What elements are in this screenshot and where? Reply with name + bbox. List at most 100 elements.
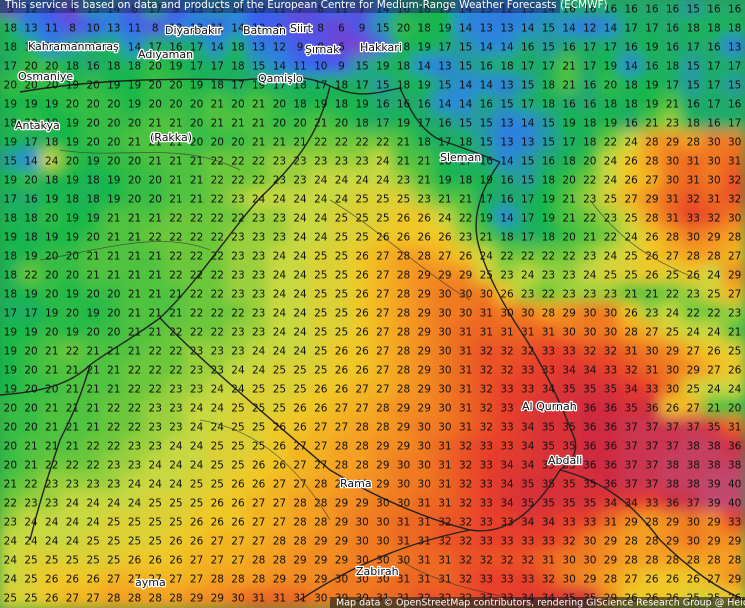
temperature-cell: [18, 340, 44, 363]
temperature-cell: [101, 245, 127, 268]
temperature-cell: [142, 340, 168, 363]
temperature-value: 18: [335, 80, 348, 92]
temperature-value: 32: [480, 384, 493, 396]
temperature-cell: [225, 416, 251, 439]
temperature-value: 27: [376, 270, 389, 282]
temperature-value: 21: [107, 232, 120, 244]
temperature-cell: [60, 169, 85, 192]
temperature-value: 30: [397, 460, 410, 472]
temperature-cell: [660, 74, 685, 97]
temperature-value: 19: [604, 118, 617, 130]
temperature-value: 19: [542, 194, 555, 206]
temperature-value: 21: [728, 327, 741, 339]
temperature-cell: [432, 340, 458, 363]
temperature-value: 25: [169, 498, 182, 510]
temperature-value: 21: [190, 175, 203, 187]
temperature-cell: [618, 207, 644, 230]
temperature-value: 19: [438, 175, 451, 187]
temperature-value: 24: [314, 232, 328, 244]
temperature-value: 32: [480, 346, 493, 358]
temperature-cell: [18, 93, 44, 116]
temperature-value: 18: [604, 99, 617, 111]
temperature-cell: [101, 264, 127, 287]
temperature-value: 22: [169, 346, 182, 358]
temperature-value: 25: [24, 593, 37, 605]
temperature-value: 31: [397, 536, 410, 548]
temperature-cell: [556, 169, 582, 192]
temperature-cell: [225, 17, 251, 40]
temperature-cell: [142, 264, 168, 287]
temperature-cell: [556, 188, 582, 211]
temperature-cell: [163, 321, 189, 344]
temperature-value: 10: [86, 23, 99, 35]
temperature-cell: [618, 226, 644, 249]
temperature-value: 27: [707, 365, 720, 377]
temperature-cell: [329, 264, 354, 287]
temperature-value: 24: [190, 441, 204, 453]
temperature-cell: [618, 283, 644, 306]
temperature-value: 22: [190, 251, 203, 263]
temperature-cell: [453, 226, 478, 249]
temperature-value: 22: [190, 308, 203, 320]
temperature-value: 23: [86, 479, 99, 491]
temperature-cell: [411, 416, 437, 439]
temperature-value: 21: [107, 270, 120, 282]
temperature-cell: [473, 283, 499, 306]
temperature-cell: [556, 0, 582, 21]
temperature-cell: [308, 55, 334, 78]
temperature-value: 26: [687, 270, 701, 282]
temperature-cell: [453, 131, 478, 154]
temperature-value: 14: [521, 118, 535, 130]
temperature-cell: [122, 378, 147, 401]
temperature-value: 31: [459, 365, 472, 377]
temperature-value: 24: [273, 251, 287, 263]
temperature-value: 18: [335, 99, 348, 111]
temperature-cell: [329, 397, 354, 420]
temperature-value: 17: [355, 80, 368, 92]
temperature-value: 31: [418, 498, 431, 510]
temperature-cell: [453, 397, 478, 420]
temperature-value: 20: [24, 346, 37, 358]
temperature-value: 27: [190, 555, 203, 567]
temperature-value: 20: [128, 194, 141, 206]
temperature-value: 21: [645, 118, 658, 130]
temperature-value: 36: [583, 460, 597, 472]
temperature-value: 20: [4, 80, 17, 92]
temperature-value: 12: [583, 23, 596, 35]
temperature-cell: [122, 359, 147, 382]
temperature-value: 21: [128, 308, 141, 320]
temperature-cell: [60, 207, 85, 230]
temperature-value: 16: [728, 4, 742, 16]
temperature-cell: [0, 17, 23, 40]
temperature-value: 27: [273, 498, 286, 510]
temperature-cell: [701, 359, 727, 382]
temperature-value: 26: [355, 365, 369, 377]
temperature-value: 15: [687, 80, 700, 92]
temperature-cell: [225, 188, 251, 211]
temperature-value: 28: [293, 517, 306, 529]
temperature-cell: [39, 302, 65, 325]
temperature-cell: [163, 378, 189, 401]
temperature-value: 26: [128, 555, 142, 567]
temperature-value: 13: [500, 23, 513, 35]
temperature-value: 28: [293, 536, 306, 548]
temperature-value: 18: [293, 99, 306, 111]
temperature-value: 14: [273, 61, 287, 73]
temperature-cell: [225, 207, 251, 230]
temperature-value: 21: [562, 194, 575, 206]
temperature-value: 14: [562, 23, 576, 35]
temperature-cell: [639, 283, 665, 306]
temperature-cell: [411, 169, 437, 192]
temperature-value: 26: [169, 536, 183, 548]
temperature-value: 16: [418, 99, 432, 111]
temperature-cell: [80, 207, 106, 230]
temperature-cell: [577, 17, 603, 40]
temperature-value: 18: [624, 80, 637, 92]
temperature-cell: [660, 321, 685, 344]
temperature-cell: [391, 397, 416, 420]
temperature-value: 24: [335, 194, 349, 206]
temperature-value: 23: [211, 365, 224, 377]
temperature-value: 28: [273, 536, 286, 548]
temperature-cell: [536, 340, 561, 363]
temperature-value: 23: [273, 156, 286, 168]
